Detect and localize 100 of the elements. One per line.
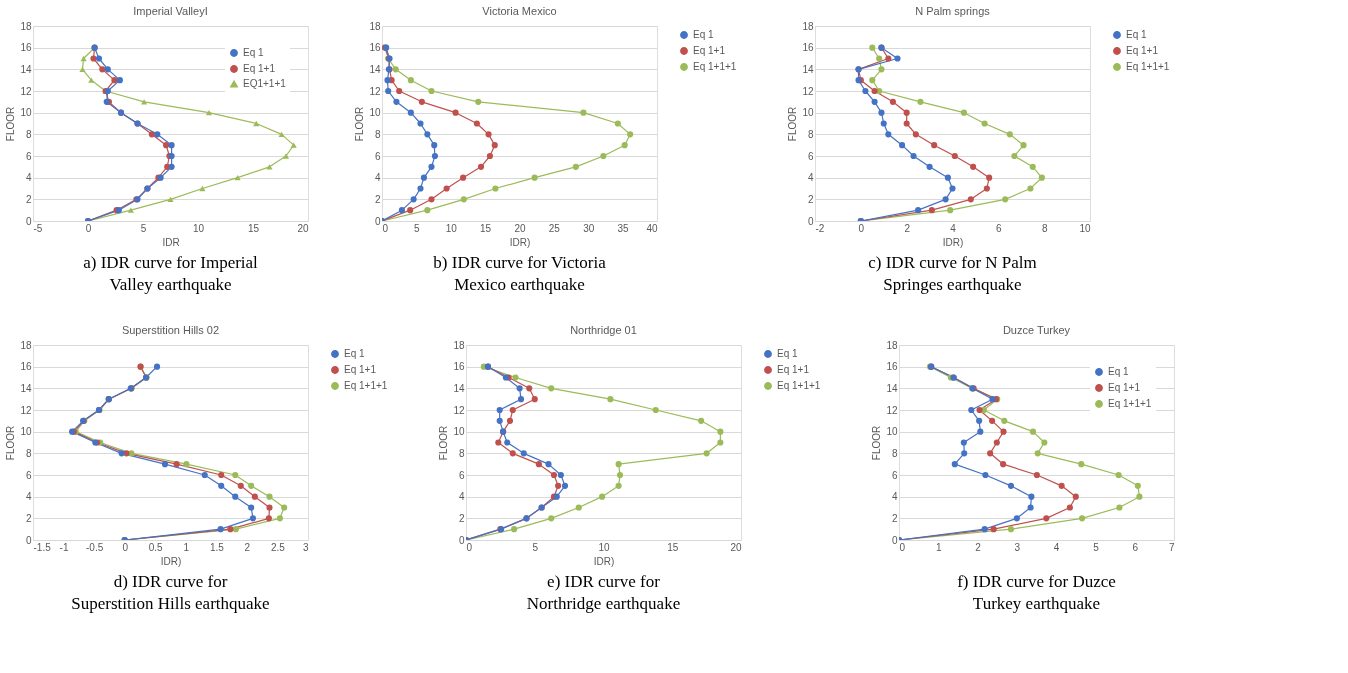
y-tick-label: 12 bbox=[802, 85, 814, 97]
x-tick-label: 10 bbox=[192, 222, 205, 234]
x-tick-label: 15 bbox=[480, 222, 492, 234]
x-tick-label: 2 bbox=[975, 541, 982, 553]
legend-label: Eq 1+1+1 bbox=[693, 61, 737, 72]
legend-label: Eq 1+1+1 bbox=[344, 380, 388, 391]
x-tick-label: 4 bbox=[1053, 541, 1060, 553]
legend-label: Eq 1+1 bbox=[693, 45, 726, 56]
x-tick-label: 1 bbox=[936, 541, 942, 553]
x-tick-label: 0 bbox=[382, 222, 389, 234]
x-tick-label: 25 bbox=[548, 222, 561, 234]
y-tick-label: 8 bbox=[374, 128, 381, 140]
legend-label: Eq 1+1 bbox=[777, 364, 810, 375]
y-tick-label: 8 bbox=[25, 128, 32, 140]
text: f) IDR curve for Duzce Turkey earthquake bbox=[957, 572, 1116, 613]
legend-label: Eq 1 bbox=[777, 348, 799, 359]
y-tick-label: 2 bbox=[807, 193, 814, 205]
y-tick-label: 12 bbox=[20, 404, 32, 416]
legend-label: Eq 1 bbox=[344, 348, 366, 359]
x-tick-label: -0.5 bbox=[85, 541, 104, 553]
y-tick-label: 18 bbox=[886, 339, 898, 351]
y-tick-label: 8 bbox=[807, 128, 814, 140]
x-tick-label: 1.5 bbox=[209, 541, 225, 553]
y-tick-label: 4 bbox=[458, 491, 465, 503]
y-tick-label: 14 bbox=[886, 382, 898, 394]
y-tick-label: 14 bbox=[802, 63, 814, 75]
y-tick-label: 16 bbox=[20, 361, 32, 373]
y-tick-label: 10 bbox=[20, 107, 32, 119]
y-axis-title: FLOOR bbox=[5, 106, 17, 142]
y-axis-title: FLOOR bbox=[354, 106, 366, 142]
legend-label: Eq 1+1+1 bbox=[1108, 398, 1152, 409]
legend-label: Eq 1+1 bbox=[243, 63, 276, 74]
x-tick-label: 6 bbox=[1132, 541, 1139, 553]
y-tick-label: 6 bbox=[374, 150, 381, 162]
legend-label: Eq 1+1 bbox=[1108, 382, 1141, 393]
x-tick-label: 0 bbox=[85, 222, 92, 234]
y-tick-label: 16 bbox=[453, 361, 465, 373]
y-tick-label: 6 bbox=[25, 150, 32, 162]
chart-title: N Palm springs bbox=[915, 5, 991, 17]
x-tick-label: -1 bbox=[59, 541, 69, 553]
y-tick-label: 8 bbox=[458, 447, 465, 459]
x-tick-label: 0 bbox=[466, 541, 473, 553]
y-tick-label: 16 bbox=[20, 42, 32, 54]
y-tick-label: 12 bbox=[369, 85, 381, 97]
x-tick-label: -5 bbox=[33, 222, 43, 234]
y-tick-label: 2 bbox=[891, 512, 898, 524]
x-tick-label: 3 bbox=[302, 541, 309, 553]
x-tick-label: 3 bbox=[1014, 541, 1021, 553]
y-tick-label: 6 bbox=[458, 469, 465, 481]
x-tick-label: 40 bbox=[646, 222, 658, 234]
x-tick-label: 10 bbox=[598, 541, 610, 553]
text: e) IDR curve for Northridge earthquake bbox=[526, 572, 681, 613]
y-tick-label: 16 bbox=[886, 361, 898, 373]
x-axis-title: IDR) bbox=[593, 555, 615, 567]
text: b) IDR curve for Victoria Mexico earthquake bbox=[433, 253, 607, 294]
y-tick-label: 4 bbox=[25, 491, 32, 503]
text: c) IDR curve for N Palm Springes earthquake bbox=[868, 253, 1037, 294]
chart-title: Northridge 01 bbox=[570, 324, 637, 336]
x-tick-label: 5 bbox=[532, 541, 539, 553]
x-tick-label: 35 bbox=[617, 222, 630, 234]
y-tick-label: 14 bbox=[453, 382, 465, 394]
y-tick-label: 10 bbox=[369, 107, 381, 119]
y-tick-label: 12 bbox=[20, 85, 32, 97]
x-axis-title: IDR) bbox=[160, 555, 182, 567]
x-tick-label: 30 bbox=[583, 222, 595, 234]
x-tick-label: 15 bbox=[247, 222, 260, 234]
text: d) IDR curve for Superstition Hills earthquake bbox=[71, 572, 270, 613]
y-tick-label: 2 bbox=[374, 193, 381, 205]
x-tick-label: 0 bbox=[858, 222, 865, 234]
x-tick-label: 2.5 bbox=[270, 541, 286, 553]
y-tick-label: 12 bbox=[453, 404, 465, 416]
y-tick-label: 2 bbox=[458, 512, 465, 524]
y-tick-label: 4 bbox=[807, 172, 814, 184]
legend-label: Eq 1+1+1 bbox=[1126, 61, 1170, 72]
y-tick-label: 4 bbox=[374, 172, 381, 184]
y-tick-label: 8 bbox=[891, 447, 898, 459]
y-tick-label: 8 bbox=[25, 447, 32, 459]
x-axis-title: IDR) bbox=[509, 236, 531, 248]
text: a) IDR curve for Imperial Valley earthquake bbox=[83, 253, 259, 294]
y-tick-label: 10 bbox=[886, 426, 898, 438]
y-tick-label: 16 bbox=[369, 42, 381, 54]
y-tick-label: 4 bbox=[891, 491, 898, 503]
x-tick-label: -1.5 bbox=[33, 541, 52, 553]
y-tick-label: 10 bbox=[453, 426, 465, 438]
x-tick-label: 2 bbox=[904, 222, 911, 234]
legend-label: Eq 1+1 bbox=[1126, 45, 1159, 56]
x-tick-label: 1 bbox=[183, 541, 190, 553]
legend-label: Eq 1 bbox=[693, 29, 715, 40]
x-tick-label: 10 bbox=[1079, 222, 1091, 234]
x-tick-label: 6 bbox=[996, 222, 1003, 234]
x-tick-label: 20 bbox=[514, 222, 526, 234]
y-tick-label: 18 bbox=[369, 20, 381, 32]
x-tick-label: 0 bbox=[122, 541, 129, 553]
y-tick-label: 6 bbox=[807, 150, 814, 162]
x-tick-label: 2 bbox=[244, 541, 251, 553]
y-tick-label: 10 bbox=[20, 426, 32, 438]
y-tick-label: 6 bbox=[25, 469, 32, 481]
y-tick-label: 14 bbox=[20, 382, 32, 394]
x-tick-label: 20 bbox=[297, 222, 309, 234]
y-tick-label: 12 bbox=[886, 404, 898, 416]
